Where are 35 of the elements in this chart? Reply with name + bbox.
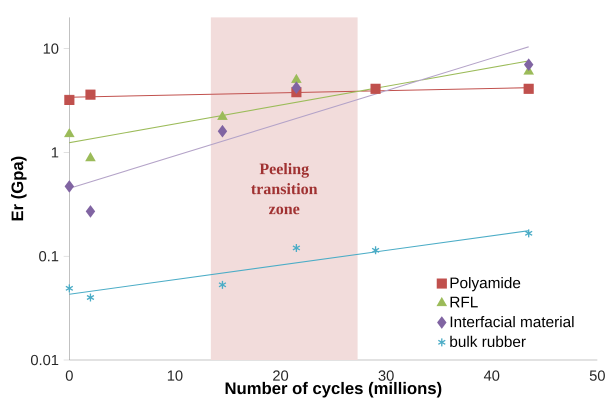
point [217, 110, 228, 120]
point [218, 125, 228, 138]
x-tick-label: 20 [273, 370, 288, 381]
legend-label: bulk rubber [450, 336, 526, 348]
point [64, 180, 74, 193]
point [524, 84, 534, 94]
band-label: Peeling transition zone [251, 163, 318, 214]
point [370, 84, 381, 94]
legend-label: Polyamide [450, 277, 520, 292]
point [218, 280, 227, 290]
x-tick-label: 40 [484, 370, 500, 381]
point [64, 128, 74, 138]
y-tick-label: 10 [44, 43, 58, 54]
x-tick-label: 0 [66, 370, 73, 381]
legend-label: Interfacial material [450, 316, 574, 328]
y-tick-label: 1 [52, 147, 58, 158]
point [85, 152, 96, 162]
point [86, 292, 95, 302]
point [371, 246, 380, 255]
point [85, 90, 96, 100]
point [524, 228, 533, 238]
x-axis-title: Number of cycles (millions) [226, 382, 442, 398]
legend-label: RFL [450, 296, 478, 308]
x-tick-label: 10 [168, 370, 182, 381]
y-tick-label: 0.1 [39, 251, 58, 262]
y-axis-title: Er (Gpa) [11, 156, 27, 220]
point [292, 243, 301, 253]
point [292, 82, 302, 94]
x-tick-label: 50 [590, 370, 605, 381]
point [64, 94, 74, 106]
x-tick-label: 30 [378, 370, 394, 381]
point [524, 58, 534, 71]
point [291, 74, 302, 83]
y-tick-label: 0.01 [30, 354, 58, 366]
point [86, 205, 96, 218]
